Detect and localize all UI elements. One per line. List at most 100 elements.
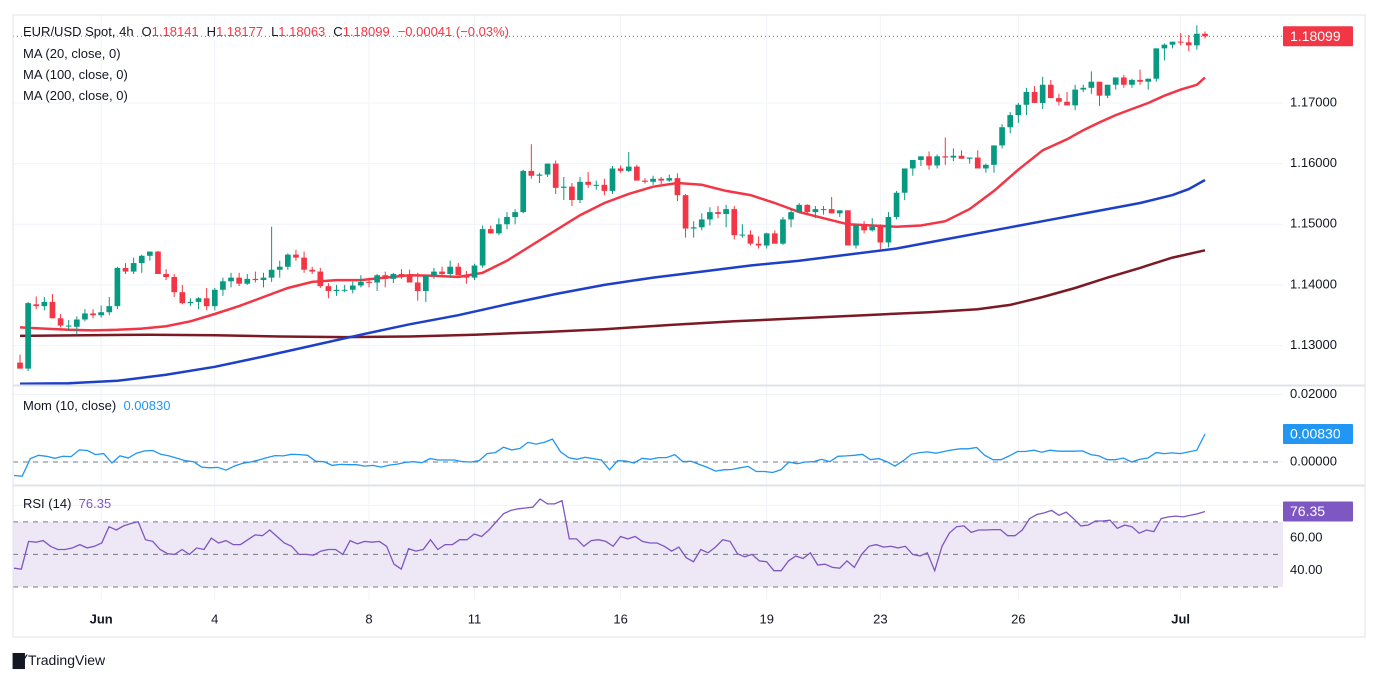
candle: [358, 275, 364, 288]
candle: [1047, 79, 1054, 99]
candle-body: [49, 301, 56, 319]
candle: [942, 137, 949, 165]
candle: [763, 232, 770, 249]
candle: [966, 157, 973, 164]
time-tick-label: 8: [365, 611, 372, 626]
candle: [1088, 71, 1095, 94]
candle: [211, 287, 218, 311]
candle: [1185, 35, 1192, 52]
candle: [439, 266, 445, 277]
symbol-legend[interactable]: EUR/USD Spot, 4h O1.18141 H1.18177 L1.18063…: [23, 23, 509, 40]
rsi-tick-label: 60.00: [1290, 530, 1323, 545]
candle-body: [934, 156, 940, 166]
candle: [707, 207, 713, 226]
candle: [17, 354, 23, 369]
candle: [877, 224, 884, 250]
candle-body: [909, 159, 916, 169]
candle-body: [358, 281, 364, 286]
candle: [731, 206, 738, 240]
candle: [349, 281, 356, 294]
candle: [1177, 33, 1184, 46]
candle-body: [1047, 84, 1054, 99]
rsi-legend[interactable]: RSI (14) 76.35: [23, 495, 111, 512]
price-tick-label: 1.13000: [1290, 337, 1337, 352]
candle: [901, 168, 908, 200]
momentum-label: Mom (10, close): [23, 398, 117, 413]
candle-body: [179, 292, 186, 304]
candle: [634, 164, 640, 181]
candle-body: [755, 243, 762, 246]
candle-body: [106, 306, 113, 313]
candle-body: [983, 164, 989, 169]
tradingview-brand[interactable]: ▇∕ TradingView: [13, 651, 105, 669]
candles: [17, 25, 1208, 372]
candle-body: [114, 267, 121, 307]
grid: [13, 15, 1283, 600]
candle: [983, 163, 989, 173]
candle-body: [747, 234, 754, 244]
candle-body: [1088, 81, 1095, 88]
candle: [991, 145, 997, 173]
candle: [106, 297, 113, 316]
momentum-value-tag-bg: [1283, 423, 1353, 444]
candle: [528, 144, 535, 179]
time-axis[interactable]: Jun 4 8 11 16 19 23 26 Jul: [90, 611, 1190, 626]
candle: [755, 236, 762, 249]
candle-body: [1120, 77, 1127, 85]
close-label: C: [333, 24, 343, 39]
candle-body: [57, 318, 64, 326]
candle: [479, 225, 486, 268]
candle-body: [609, 168, 616, 191]
candle: [682, 193, 689, 238]
open-label: O: [141, 24, 152, 39]
candle-body: [187, 301, 194, 304]
candle-body: [398, 274, 405, 276]
candle-body: [479, 229, 486, 266]
candle: [25, 301, 31, 372]
candle: [1194, 25, 1200, 50]
candle: [585, 172, 591, 188]
candle: [374, 274, 380, 291]
last-price-tag-bg: [1283, 26, 1353, 47]
candle: [861, 221, 867, 234]
candle-body: [723, 209, 729, 214]
candle-body: [90, 313, 96, 316]
candle: [909, 159, 916, 176]
momentum-legend[interactable]: Mom (10, close) 0.00830: [23, 397, 170, 414]
candle-body: [73, 319, 80, 327]
change-value: −0.00041 (−0.03%): [397, 24, 509, 39]
price-axis[interactable]: 1.17000 1.16000 1.15000 1.14000 1.13000 0.020…: [1290, 94, 1337, 577]
candle-body: [642, 180, 648, 182]
candle-body: [163, 274, 169, 278]
high-value: 1.18177: [216, 24, 264, 39]
candle-body: [171, 277, 178, 293]
time-tick-label: Jul: [1171, 611, 1190, 626]
candle: [179, 284, 186, 305]
candle-body: [285, 254, 291, 267]
ma100-legend[interactable]: MA (100, close, 0): [23, 67, 128, 82]
candle-body: [796, 204, 803, 213]
ma200-legend[interactable]: MA (200, close, 0): [23, 88, 128, 103]
candle: [228, 272, 234, 288]
time-tick-label: 23: [873, 611, 887, 626]
high-label: H: [206, 24, 217, 39]
candle: [285, 253, 291, 270]
candle-body: [577, 181, 583, 200]
candle: [422, 275, 429, 302]
candle: [138, 254, 145, 273]
candle-body: [869, 226, 876, 231]
candle: [1064, 92, 1070, 106]
candle: [1039, 76, 1046, 110]
candle: [252, 271, 259, 283]
candle-body: [1096, 81, 1103, 96]
candle: [471, 263, 478, 281]
candle: [496, 218, 502, 236]
candle-body: [1104, 84, 1111, 96]
candle: [739, 224, 746, 238]
candle: [845, 210, 851, 246]
momentum-line: [13, 433, 1206, 477]
candle: [1023, 87, 1030, 116]
ma20-legend[interactable]: MA (20, close, 0): [23, 46, 121, 61]
candle-body: [625, 166, 632, 171]
